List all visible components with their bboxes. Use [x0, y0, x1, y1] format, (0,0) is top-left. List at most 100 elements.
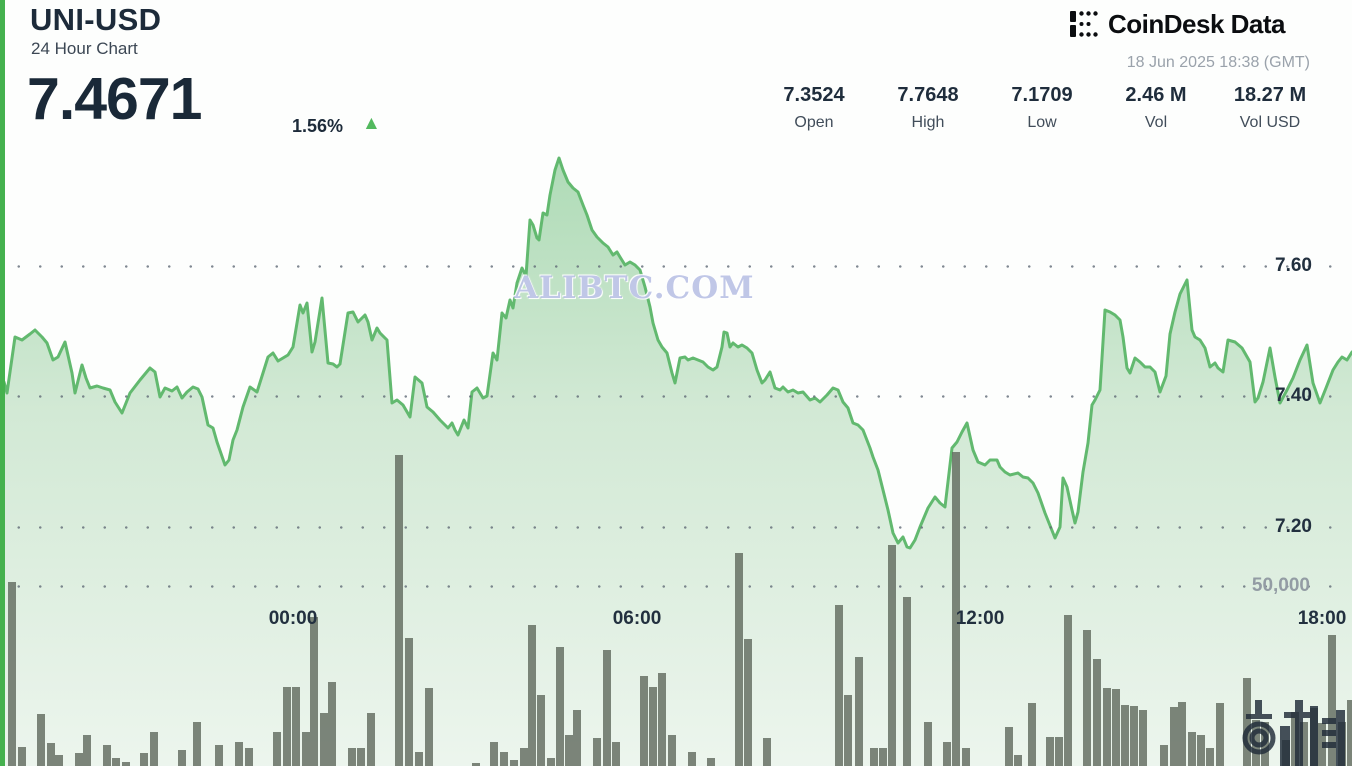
volume-bar [18, 747, 26, 766]
volume-bar [1014, 755, 1022, 766]
price-tick-label: 7.20 [1275, 516, 1312, 537]
volume-bar [75, 753, 83, 766]
volume-bar [235, 742, 243, 766]
volume-bar [888, 545, 896, 766]
dotted-gridline [8, 395, 1345, 398]
stat-vol: 2.46 M Vol [1125, 84, 1186, 132]
volume-bar [688, 752, 696, 766]
volume-bar [1328, 635, 1336, 766]
dotted-gridline [8, 526, 1345, 529]
volume-bar [500, 752, 508, 766]
volume-bar [668, 735, 676, 766]
price-up-arrow-icon: ▲ [362, 113, 381, 134]
volume-bar [1300, 722, 1308, 766]
volume-bar [952, 452, 960, 766]
volume-bar [292, 687, 300, 766]
volume-bar [193, 722, 201, 766]
time-tick-label: 12:00 [955, 608, 1005, 629]
volume-bar [565, 735, 573, 766]
stat-label: High [911, 114, 945, 131]
volume-bar [844, 695, 852, 766]
volume-bar [1130, 706, 1138, 766]
price-area [0, 158, 1352, 766]
left-accent-bar [0, 0, 5, 766]
volume-bar [425, 688, 433, 766]
volume-bar [1093, 659, 1101, 766]
volume-bar [924, 722, 932, 766]
volume-tick-label: 50,000 [1251, 575, 1310, 596]
volume-bar [510, 760, 518, 766]
volume-bar [537, 695, 545, 766]
volume-bar [835, 605, 843, 766]
volume-bar [520, 748, 528, 766]
symbol-title: UNI-USD [30, 2, 162, 37]
volume-bar [603, 650, 611, 766]
volume-bar [37, 714, 45, 766]
volume-bar [302, 732, 310, 766]
stat-value: 7.3524 [783, 84, 845, 106]
time-tick-label: 06:00 [612, 608, 662, 629]
volume-bar [320, 713, 328, 766]
last-price: 7.4671 [27, 66, 202, 132]
bottom-right-watermark-logo [1240, 698, 1352, 766]
dotted-gridline [8, 585, 1345, 588]
volume-bar [1121, 705, 1129, 766]
stat-value: 18.27 M [1233, 84, 1307, 106]
stat-value: 7.7648 [897, 84, 959, 106]
volume-bar [1160, 745, 1168, 766]
volume-bar [1188, 732, 1196, 766]
stat-label: Vol [1144, 114, 1168, 131]
volume-bar [1005, 727, 1013, 766]
volume-bar [405, 638, 413, 766]
volume-bar [879, 748, 887, 766]
volume-bar [273, 732, 281, 766]
volume-bar [1216, 703, 1224, 766]
volume-bar [1170, 707, 1178, 766]
volume-bar [744, 639, 752, 766]
stat-label: Low [1027, 114, 1057, 131]
stat-vol-usd: 18.27 M Vol USD [1234, 84, 1306, 132]
volume-bar [1046, 737, 1054, 766]
volume-bar [150, 732, 158, 766]
volume-bar [47, 743, 55, 766]
volume-bar [490, 742, 498, 766]
volume-bar [903, 597, 911, 766]
time-tick-label: 00:00 [268, 608, 318, 629]
volume-bar [1197, 735, 1205, 766]
volume-bar [1112, 689, 1120, 766]
volume-bar [1206, 748, 1214, 766]
volume-bar [310, 617, 318, 766]
chart-subtitle: 24 Hour Chart [31, 39, 138, 58]
volume-bar [658, 673, 666, 766]
volume-bar [283, 687, 291, 766]
volume-bar [593, 738, 601, 766]
stat-value: 7.1709 [1011, 84, 1073, 106]
volume-bar [1028, 703, 1036, 766]
volume-bar [855, 657, 863, 766]
volume-bar [215, 745, 223, 766]
volume-bar [735, 553, 743, 766]
coindesk-brand: CoinDesk Data [1068, 8, 1286, 40]
volume-bar [112, 758, 120, 766]
volume-bar [1083, 630, 1091, 766]
chart-timestamp: 18 Jun 2025 18:38 (GMT) [1126, 54, 1310, 71]
volume-bar [1103, 688, 1111, 766]
stat-label: Open [794, 114, 834, 131]
volume-bars [8, 452, 1352, 766]
volume-bar [1055, 737, 1063, 766]
volume-bar [8, 582, 16, 766]
volume-bar [415, 752, 423, 766]
volume-bar [528, 625, 536, 766]
volume-bar [328, 682, 336, 766]
volume-bar [573, 710, 581, 766]
stat-high: 7.7648 High [897, 84, 958, 132]
volume-bar [245, 748, 253, 766]
price-tick-label: 7.40 [1275, 385, 1312, 406]
volume-bar [870, 748, 878, 766]
volume-bar [1178, 702, 1186, 766]
volume-bar [547, 758, 555, 766]
volume-bar [357, 748, 365, 766]
stat-value: 2.46 M [1125, 84, 1187, 106]
